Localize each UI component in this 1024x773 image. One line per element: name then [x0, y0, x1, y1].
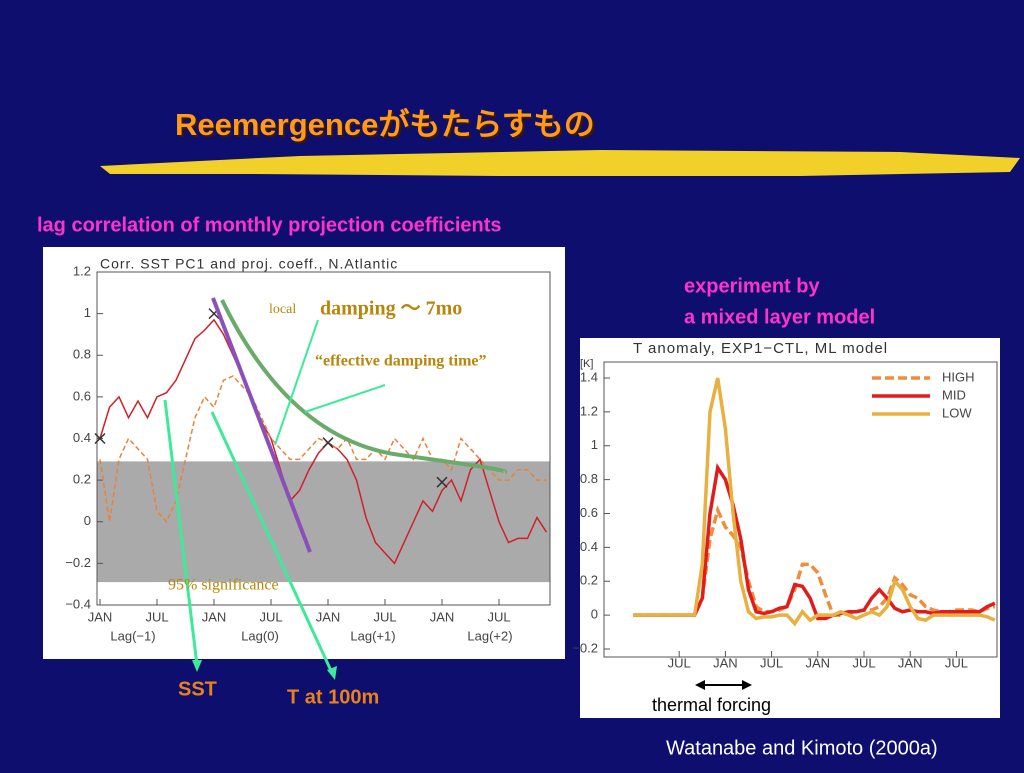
- experiment-text: a mixed layer model: [684, 306, 875, 328]
- citation: Watanabe and Kimoto (2000a): [666, 737, 938, 759]
- cross-marker: [322, 437, 334, 449]
- y-unit: [K]: [580, 358, 593, 370]
- y-tick-label: 1.4: [580, 369, 598, 384]
- x-tick-label: JUL: [259, 609, 282, 624]
- fit-curve: [220, 299, 508, 474]
- significance-band: [97, 461, 550, 583]
- x-tick-label: JAN: [202, 609, 227, 624]
- y-tick-label: 1.2: [580, 403, 598, 418]
- chart-title: Corr. SST PC1 and proj. coeff., N.Atlant…: [100, 256, 398, 272]
- x-tick-label: JAN: [806, 655, 831, 670]
- annotation: damping ～ 7mo: [320, 298, 462, 320]
- x-tick-label: JUL: [145, 609, 168, 624]
- x-group-label: Lag(+2): [467, 628, 512, 643]
- y-tick-label: 1: [84, 305, 91, 320]
- chart-panel: [43, 247, 565, 659]
- x-group-label: Lag(−1): [110, 628, 155, 643]
- cross-marker: [436, 476, 448, 488]
- y-tick-label: 0.8: [580, 471, 598, 486]
- band-label: 95% significance: [168, 577, 279, 594]
- pointer: [163, 399, 199, 666]
- pointer: [210, 411, 335, 676]
- legend-label: MID: [942, 387, 966, 402]
- fit-line: [211, 297, 312, 553]
- x-tick-label: JUL: [760, 655, 783, 670]
- chart-title: T anomaly, EXP1−CTL, ML model: [633, 340, 888, 357]
- y-tick-label: 0.2: [580, 573, 598, 588]
- y-tick-label: 0: [591, 607, 598, 622]
- y-tick-label: −0.2: [572, 640, 598, 655]
- series-line: [633, 377, 996, 627]
- x-tick-label: JUL: [487, 609, 510, 624]
- y-tick-label: 0.2: [73, 472, 91, 487]
- arrowhead: [742, 680, 752, 690]
- x-tick-label: JAN: [898, 655, 923, 670]
- y-tick-label: 0: [84, 513, 91, 528]
- x-group-label: Lag(0): [241, 628, 279, 643]
- arrowhead: [327, 666, 337, 680]
- annotation: “effective damping time”: [315, 353, 487, 370]
- y-tick-label: 0.4: [580, 539, 598, 554]
- title-shadow: Reemergenceがもたらすもの: [177, 109, 597, 144]
- arrowhead: [192, 660, 202, 672]
- x-group-label: Lag(+1): [350, 628, 395, 643]
- x-tick-label: JAN: [713, 655, 738, 670]
- y-tick-label: 0.6: [73, 388, 91, 403]
- legend-label: LOW: [942, 405, 972, 420]
- x-tick-label: JAN: [430, 609, 455, 624]
- x-tick-label: JUL: [668, 655, 691, 670]
- cross-marker: [94, 432, 106, 445]
- x-tick-label: JAN: [88, 609, 113, 624]
- forcing-label: thermal forcing: [652, 695, 771, 715]
- x-tick-label: JAN: [316, 609, 341, 624]
- legend-label: HIGH: [942, 369, 975, 384]
- plot-frame: [603, 361, 998, 658]
- y-tick-label: 0.6: [580, 505, 598, 520]
- subtitle: lag correlation of monthly projection co…: [37, 214, 502, 236]
- y-tick-label: 1: [591, 437, 598, 452]
- label: T at 100m: [287, 686, 379, 708]
- y-tick-label: −0.4: [65, 596, 91, 611]
- y-tick-label: 0.8: [73, 347, 91, 362]
- x-tick-label: JUL: [852, 655, 875, 670]
- x-tick-label: JUL: [373, 609, 396, 624]
- x-tick-label: JUL: [945, 655, 968, 670]
- chart-panel: [580, 338, 1000, 718]
- label: SST: [178, 678, 217, 700]
- pointer: [304, 384, 386, 413]
- experiment-text: experiment by: [684, 275, 820, 297]
- y-tick-label: 0.4: [73, 430, 91, 445]
- chart-right: 1.4 1.2 1 0.8 0.6 0.4 0.2 0 −0.2 JUL JAN JUL JAN JUL J…: [572, 361, 998, 670]
- title-underline: [100, 150, 1020, 176]
- series-line: [99, 375, 547, 524]
- slide-title: Reemergenceがもたらすもの: [175, 107, 595, 142]
- y-tick-label: 1.2: [73, 263, 91, 278]
- y-tick-label: −0.2: [65, 555, 91, 570]
- annotation: local: [269, 302, 296, 317]
- arrowhead: [695, 680, 705, 690]
- pointer: [274, 319, 319, 446]
